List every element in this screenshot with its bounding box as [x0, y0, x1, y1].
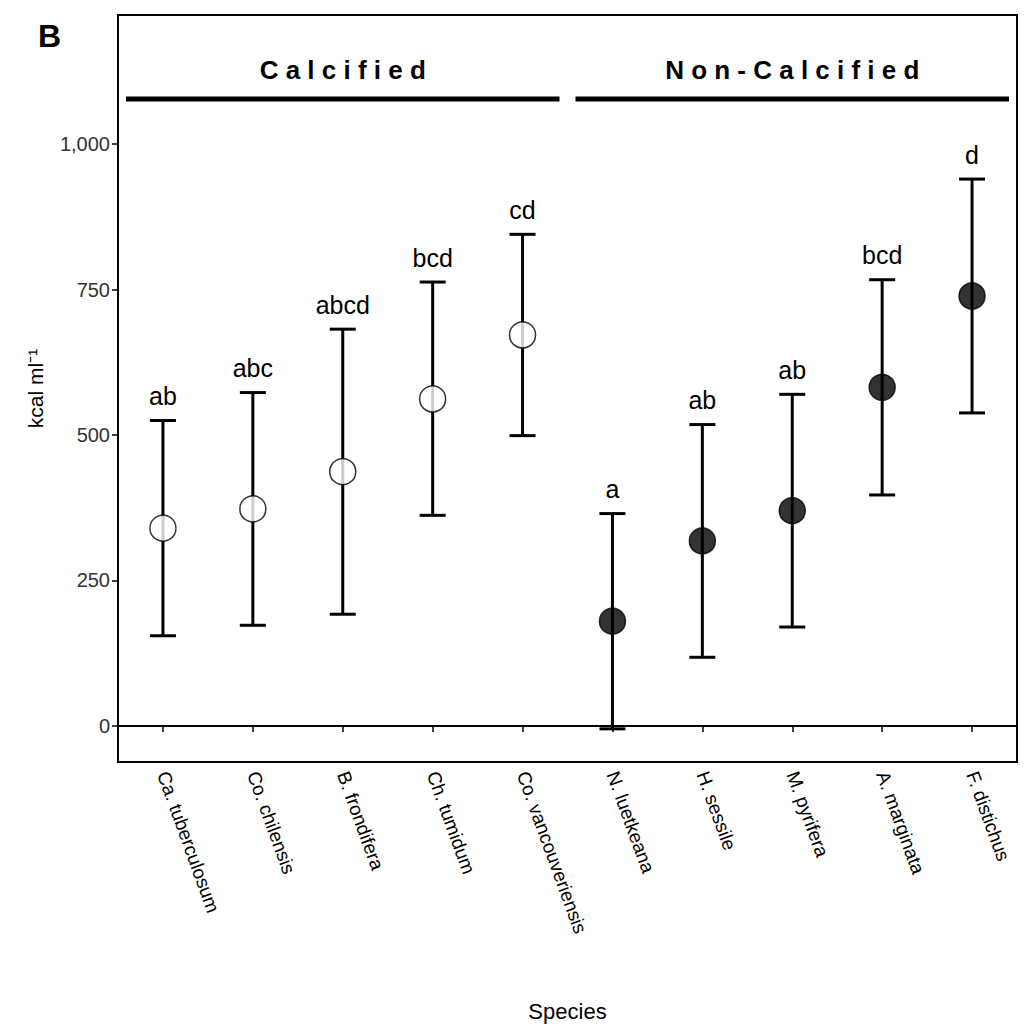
svg-text:1,000: 1,000 [60, 133, 110, 155]
svg-text:cd: cd [509, 196, 535, 224]
svg-text:Co. chilensis: Co. chilensis [243, 768, 300, 876]
svg-text:Co. vancouveriensis: Co. vancouveriensis [513, 768, 591, 936]
svg-text:M. pyrifera: M. pyrifera [782, 768, 833, 860]
svg-text:abcd: abcd [316, 291, 370, 319]
svg-text:A. marginata: A. marginata [872, 768, 929, 877]
svg-text:Ch. tumidum: Ch. tumidum [423, 768, 480, 876]
svg-text:H. sessile: H. sessile [692, 768, 740, 853]
svg-text:0: 0 [99, 715, 110, 737]
svg-text:kcal ml⁻¹: kcal ml⁻¹ [24, 349, 47, 428]
svg-text:ab: ab [778, 356, 806, 384]
svg-text:abc: abc [233, 354, 273, 382]
svg-text:500: 500 [77, 424, 110, 446]
svg-text:N o n - C a l c i f i e d: N o n - C a l c i f i e d [665, 55, 919, 85]
svg-text:750: 750 [77, 279, 110, 301]
svg-text:F. distichus: F. distichus [962, 768, 1014, 864]
svg-text:B: B [38, 18, 61, 54]
svg-text:Ca. tuberculosum: Ca. tuberculosum [153, 768, 224, 915]
svg-text:B. frondifera: B. frondifera [333, 768, 388, 873]
svg-text:Species: Species [528, 999, 606, 1024]
svg-text:250: 250 [77, 569, 110, 591]
svg-text:bcd: bcd [412, 244, 452, 272]
svg-text:a: a [605, 475, 619, 503]
svg-text:d: d [965, 141, 979, 169]
svg-text:N. luetkeana: N. luetkeana [603, 768, 659, 876]
svg-text:C a l c i f i e d: C a l c i f i e d [260, 55, 426, 85]
svg-text:ab: ab [688, 386, 716, 414]
svg-text:ab: ab [149, 382, 177, 410]
svg-text:bcd: bcd [862, 241, 902, 269]
